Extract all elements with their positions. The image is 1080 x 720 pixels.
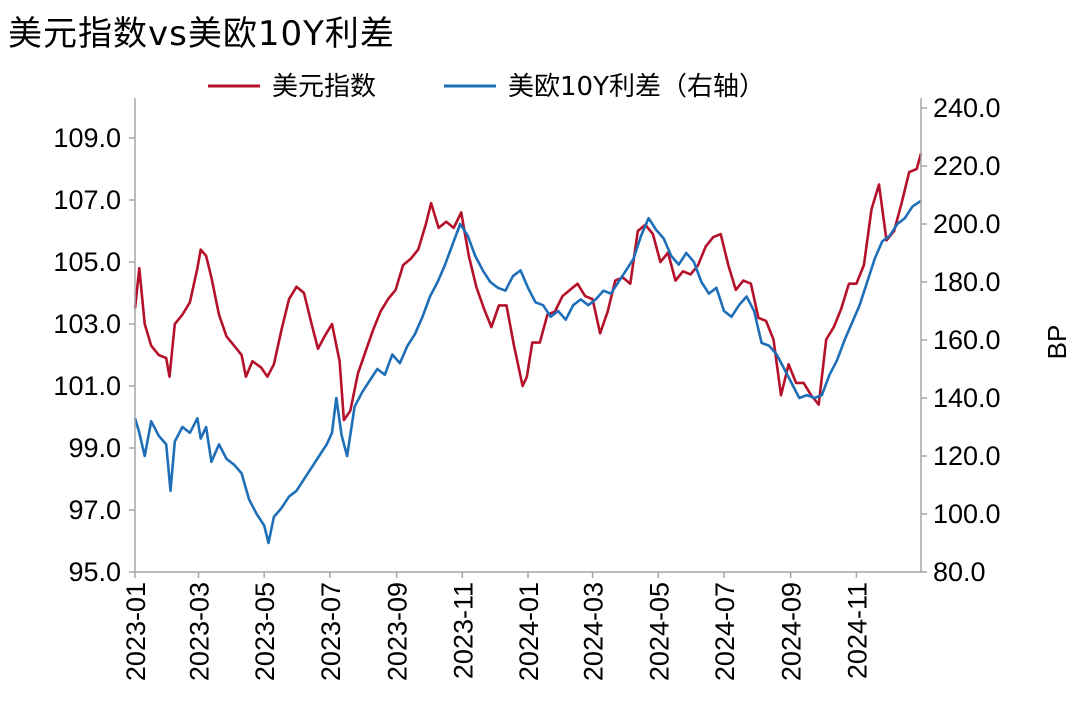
axes-layer: 109.0 107.0 105.0 103.0 101.0 99.0 97.0 95.0 240… (53, 93, 1072, 681)
left-tick-label: 101.0 (53, 371, 121, 401)
right-tick-label: 220.0 (933, 151, 1001, 181)
legend-label: 美元指数 (272, 72, 376, 102)
left-tick-label: 99.0 (68, 433, 121, 463)
right-axis-title: BP (1042, 325, 1072, 360)
legend: 美元指数 美欧10Y利差（右轴） (208, 72, 765, 102)
right-tick-label: 80.0 (933, 557, 986, 587)
x-tick-label: 2024-01 (514, 582, 544, 681)
x-tick-label: 2023-03 (185, 582, 215, 681)
x-tick-label: 2023-01 (121, 582, 151, 681)
right-tick-label: 140.0 (933, 383, 1001, 413)
series-layer (133, 153, 923, 545)
right-tick-label: 120.0 (933, 441, 1001, 471)
left-tick-label: 103.0 (53, 309, 121, 339)
left-tick-label: 105.0 (53, 247, 121, 277)
x-tick-label: 2023-09 (383, 582, 413, 681)
right-tick-label: 160.0 (933, 325, 1001, 355)
left-tick-label: 107.0 (53, 185, 121, 215)
x-tick-label: 2024-07 (710, 582, 740, 681)
x-tick-label: 2024-03 (579, 582, 609, 681)
chart-title: 美元指数vs美欧10Y利差 (8, 14, 395, 54)
left-tick-label: 97.0 (68, 495, 121, 525)
right-tick-label: 200.0 (933, 209, 1001, 239)
right-tick-label: 180.0 (933, 267, 1001, 297)
series-line-spread (133, 199, 922, 545)
x-tick-label: 2024-05 (644, 582, 674, 681)
x-tick-label: 2024-11 (842, 582, 872, 679)
right-tick-label: 240.0 (933, 93, 1001, 123)
left-tick-label: 109.0 (53, 123, 121, 153)
x-tick-label: 2023-11 (448, 582, 478, 679)
x-tick-label: 2024-09 (777, 582, 807, 681)
left-tick-label: 95.0 (68, 557, 121, 587)
x-tick-label: 2023-07 (316, 582, 346, 681)
x-tick-label: 2023-05 (250, 582, 280, 681)
right-tick-label: 100.0 (933, 499, 1001, 529)
legend-label: 美欧10Y利差（右轴） (508, 72, 765, 102)
